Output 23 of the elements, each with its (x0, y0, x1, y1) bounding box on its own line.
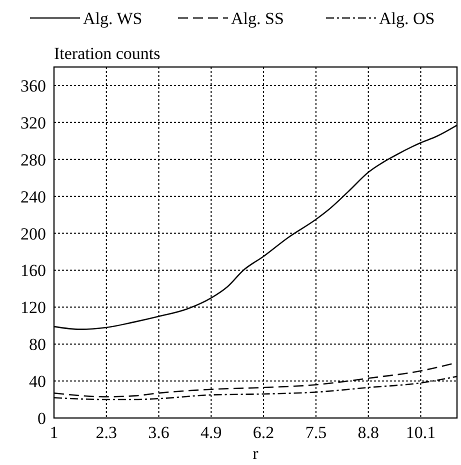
y-tick-label: 360 (20, 76, 46, 96)
x-tick-label: 6.2 (252, 423, 274, 442)
legend-label: Alg. OS (379, 9, 435, 28)
legend-label: Alg. WS (83, 9, 142, 28)
y-tick-label: 120 (20, 298, 46, 318)
y-axis-title: Iteration counts (54, 44, 160, 63)
x-tick-label: 4.9 (200, 423, 222, 442)
y-tick-label: 160 (20, 261, 46, 280)
y-tick-label: 40 (29, 372, 46, 392)
x-tick-label: 10.1 (406, 423, 436, 442)
x-axis-title: r (252, 444, 259, 463)
y-tick-label: 240 (20, 187, 46, 206)
x-tick-label: 3.6 (148, 423, 170, 442)
legend-label: Alg. SS (231, 9, 284, 28)
x-tick-label: 7.5 (305, 423, 327, 442)
y-tick-label: 320 (20, 113, 46, 132)
x-tick-label: 2.3 (96, 423, 118, 442)
y-tick-label: 0 (38, 409, 46, 428)
y-tick-label: 200 (20, 224, 46, 244)
y-tick-label: 280 (20, 150, 46, 170)
x-tick-label: 1 (50, 423, 58, 442)
x-tick-label: 8.8 (358, 423, 379, 442)
y-tick-label: 80 (29, 335, 46, 354)
